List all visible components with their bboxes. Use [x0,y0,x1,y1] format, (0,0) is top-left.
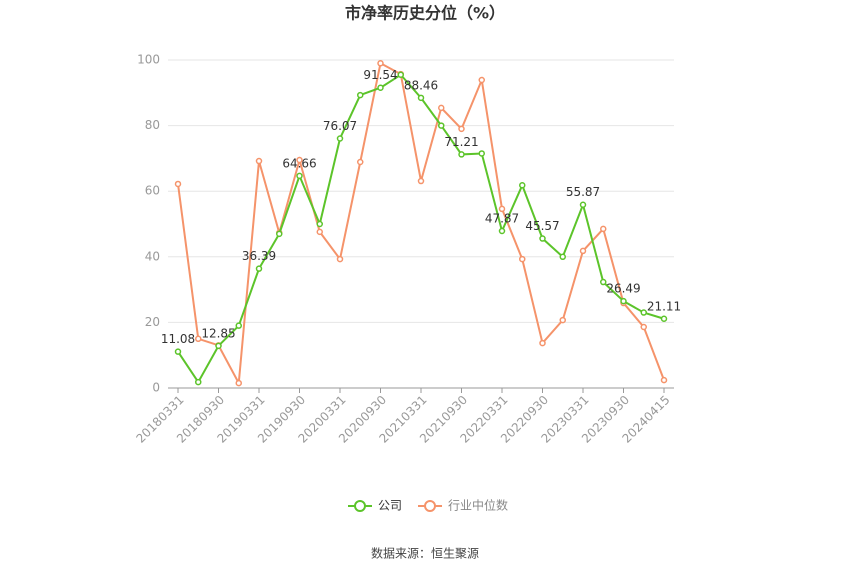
y-tick-label: 20 [145,315,160,329]
source: 数据来源：恒生聚源 [371,546,479,561]
data-label: 36.39 [242,249,276,263]
data-point [640,323,647,331]
data-point [539,235,546,242]
data-point [478,150,485,157]
data-point [660,376,668,384]
data-point [357,91,364,99]
data-point [336,255,344,263]
data-point [377,84,384,91]
legend-swatch-marker [424,500,437,512]
data-label: 55.87 [566,185,600,199]
data-point [579,247,587,255]
data-point [498,227,506,235]
data-point [539,339,546,347]
data-point [640,309,647,316]
data-point [255,157,263,165]
data-point [316,220,323,228]
data-point [195,335,202,343]
data-point [195,378,202,386]
data-point [519,255,526,263]
y-tick-label: 100 [137,53,160,67]
data-point [296,172,303,180]
data-point [235,322,242,329]
data-point [600,278,607,286]
legend-label: 行业中位数 [448,498,508,513]
data-point [478,76,485,84]
data-point [519,182,526,189]
data-point [417,177,425,185]
y-tick-label: 0 [152,381,160,395]
data-point [458,125,465,133]
data-point [276,230,283,238]
data-point [559,253,566,261]
data-label: 64.66 [282,156,316,170]
data-point [357,158,364,166]
chart-title: 市净率历史分位（%） [345,4,505,23]
data-label: 11.08 [161,332,195,346]
data-label: 21.11 [647,299,681,313]
data-label: 26.49 [606,282,640,296]
data-point [438,122,445,129]
data-point [377,60,384,67]
data-point [620,297,627,305]
data-point [316,228,323,236]
series-line [177,61,665,387]
data-point [498,205,506,213]
data-point [458,151,465,158]
data-label: 91.54 [363,68,397,82]
legend-label: 公司 [378,499,402,513]
data-point [600,225,607,233]
y-tick-label: 40 [145,249,160,263]
data-point [336,135,344,142]
data-point [559,316,566,324]
data-label: 88.46 [404,78,438,92]
legend-item: 行业中位数 [418,498,508,513]
data-label: 47.87 [485,211,519,225]
data-label: 45.57 [525,219,559,233]
y-tick-label: 80 [145,118,160,132]
series-line [177,73,665,385]
data-point [174,180,182,188]
data-point [174,348,182,355]
legend-swatch-marker [354,500,366,512]
legend-item: 公司 [348,499,402,513]
data-point [438,104,445,112]
data-label: 71.21 [444,135,478,149]
data-label: 12.85 [201,326,235,340]
data-point [579,201,587,208]
data-point [255,265,263,272]
data-label: 76.07 [323,119,357,133]
y-tick-label: 60 [145,184,160,198]
data-point [215,342,222,350]
data-point [417,94,425,102]
data-point [235,379,242,387]
data-point [660,315,668,323]
data-point [296,156,303,164]
data-point [397,71,404,79]
